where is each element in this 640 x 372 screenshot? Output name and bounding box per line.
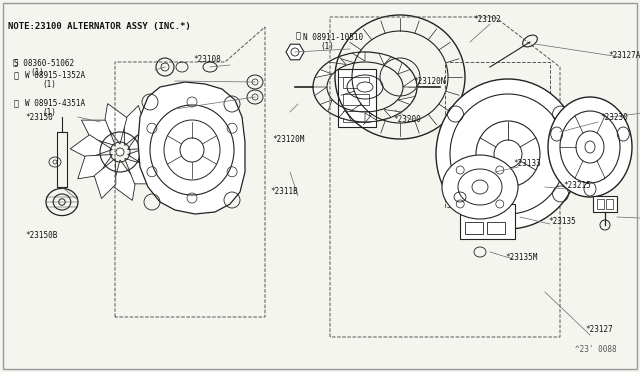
- Polygon shape: [352, 52, 365, 61]
- Polygon shape: [127, 125, 162, 150]
- Bar: [606, 199, 613, 209]
- Polygon shape: [286, 44, 304, 60]
- Polygon shape: [329, 57, 346, 64]
- Ellipse shape: [548, 97, 632, 197]
- Text: *23120N: *23120N: [413, 77, 445, 86]
- Text: *23150: *23150: [25, 112, 52, 122]
- Ellipse shape: [472, 180, 488, 194]
- Text: (1): (1): [320, 42, 334, 51]
- Ellipse shape: [59, 199, 65, 205]
- Polygon shape: [127, 146, 170, 169]
- Text: ^23' 0088: ^23' 0088: [575, 345, 616, 354]
- Polygon shape: [398, 96, 415, 105]
- Text: Ⓢ: Ⓢ: [13, 58, 18, 67]
- Text: NOTE:23100 ALTERNATOR ASSY (INC.*): NOTE:23100 ALTERNATOR ASSY (INC.*): [8, 22, 191, 31]
- Text: W 08915-4351A: W 08915-4351A: [25, 99, 85, 109]
- Text: *23108: *23108: [193, 55, 221, 64]
- Ellipse shape: [357, 82, 373, 92]
- Polygon shape: [138, 82, 245, 214]
- Polygon shape: [313, 87, 327, 96]
- Text: *23127A: *23127A: [608, 51, 640, 60]
- Text: *2311B: *2311B: [270, 186, 298, 196]
- Bar: [465, 222, 483, 234]
- Polygon shape: [379, 53, 391, 64]
- Text: W 08915-1352A: W 08915-1352A: [25, 71, 85, 80]
- Text: Ⓦ: Ⓦ: [14, 71, 19, 80]
- Text: (1): (1): [42, 80, 56, 90]
- Text: *23230: *23230: [600, 112, 628, 122]
- Bar: [593, 196, 617, 212]
- Polygon shape: [78, 154, 113, 179]
- Polygon shape: [124, 106, 146, 145]
- Text: *23120M: *23120M: [272, 135, 305, 144]
- Text: *23133: *23133: [513, 160, 541, 169]
- Polygon shape: [339, 109, 351, 121]
- Text: (1): (1): [42, 109, 56, 118]
- Bar: [338, 69, 376, 127]
- Polygon shape: [384, 109, 401, 117]
- Text: *23215: *23215: [563, 180, 591, 189]
- Text: (1): (1): [30, 68, 44, 77]
- Polygon shape: [81, 120, 115, 145]
- Polygon shape: [113, 160, 136, 201]
- Bar: [460, 204, 515, 239]
- Text: S 08360-51062: S 08360-51062: [14, 60, 74, 68]
- Bar: [343, 111, 369, 122]
- Ellipse shape: [180, 138, 204, 162]
- Polygon shape: [398, 62, 410, 74]
- Text: N 08911-10510: N 08911-10510: [303, 32, 363, 42]
- Text: Ⓝ: Ⓝ: [296, 32, 301, 41]
- Text: *23150B: *23150B: [25, 231, 58, 240]
- Polygon shape: [94, 158, 116, 199]
- Ellipse shape: [585, 141, 595, 153]
- Ellipse shape: [116, 148, 124, 156]
- Polygon shape: [365, 113, 378, 122]
- Text: *23135: *23135: [548, 218, 576, 227]
- Bar: [597, 199, 604, 209]
- Text: Ⓦ: Ⓦ: [14, 99, 19, 109]
- Bar: [57, 132, 67, 187]
- Polygon shape: [104, 103, 127, 144]
- Polygon shape: [403, 78, 417, 87]
- Polygon shape: [320, 100, 332, 112]
- Bar: [487, 222, 505, 234]
- Text: *23102: *23102: [473, 16, 500, 25]
- Polygon shape: [315, 70, 332, 77]
- Ellipse shape: [436, 79, 580, 229]
- Text: *23127: *23127: [585, 326, 612, 334]
- Ellipse shape: [442, 155, 518, 219]
- Text: *23200: *23200: [393, 115, 420, 125]
- Polygon shape: [125, 158, 159, 184]
- Polygon shape: [70, 135, 113, 158]
- Text: *23135M: *23135M: [505, 253, 538, 262]
- Bar: [343, 77, 369, 88]
- Bar: [343, 94, 369, 105]
